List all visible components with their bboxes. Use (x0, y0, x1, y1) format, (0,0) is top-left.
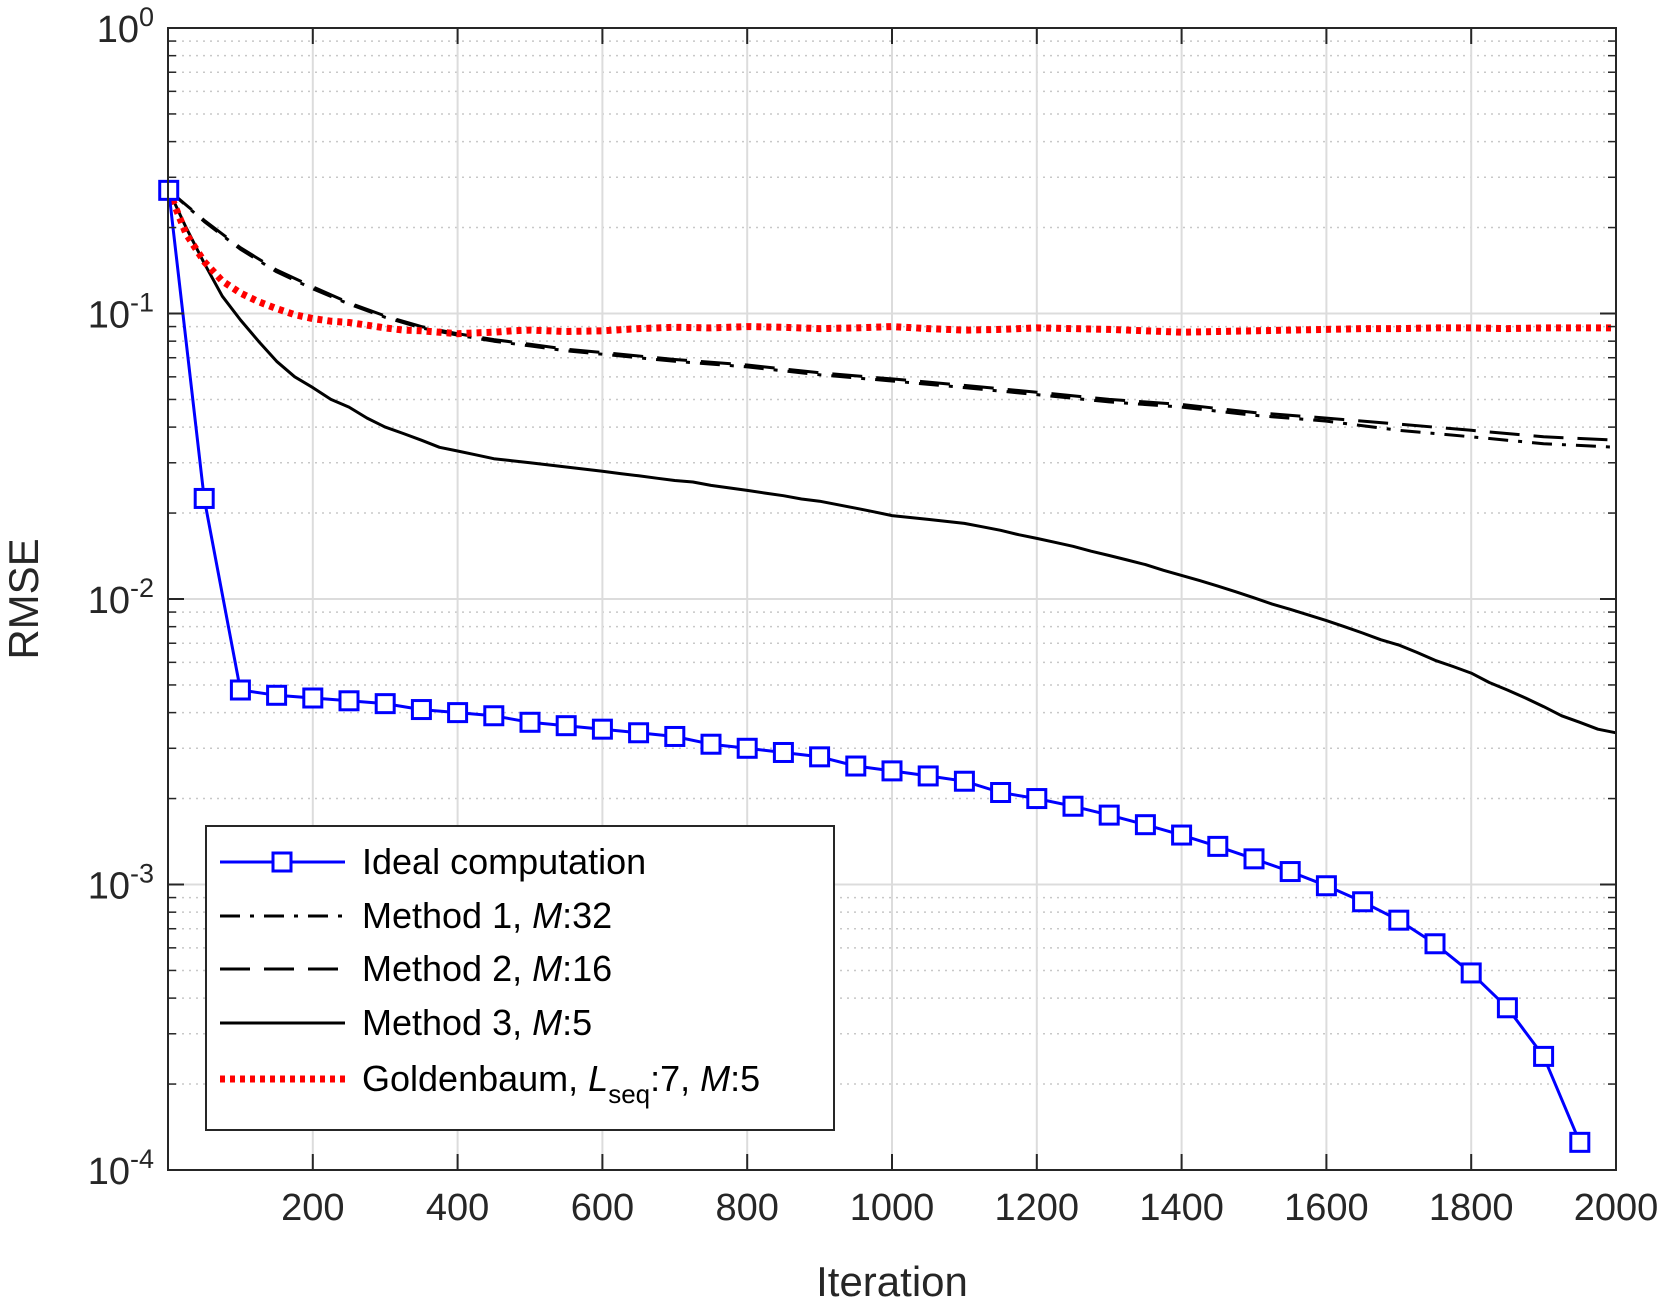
data-point-marker (193, 487, 215, 509)
x-axis-title: Iteration (816, 1258, 968, 1300)
data-point-marker (1207, 835, 1229, 857)
x-tick-label: 600 (571, 1187, 634, 1229)
series-line-0 (167, 190, 1582, 1143)
x-tick-label: 2000 (1574, 1187, 1659, 1229)
y-tick-label: 10-4 (88, 1144, 154, 1193)
x-tick-label: 1600 (1284, 1187, 1369, 1229)
data-point-marker (1569, 1131, 1591, 1153)
y-tick-label: 10-3 (88, 859, 154, 908)
data-point-marker (374, 693, 396, 715)
data-point-marker (809, 746, 831, 768)
data-point-marker (917, 765, 939, 787)
data-point-marker (628, 722, 650, 744)
data-point-marker (1424, 933, 1446, 955)
data-point-marker (845, 755, 867, 777)
series-line-3 (167, 189, 1617, 735)
x-tick-label: 800 (715, 1187, 778, 1229)
y-tick-label: 10-2 (88, 573, 154, 622)
data-point-marker (338, 690, 360, 712)
x-tick-label: 1800 (1429, 1187, 1514, 1229)
series-line-1 (167, 189, 1617, 449)
data-point-marker (1533, 1045, 1555, 1067)
data-point-marker (990, 782, 1012, 804)
x-tick-label: 1400 (1139, 1187, 1224, 1229)
data-point-marker (664, 725, 686, 747)
legend-label: Method 2, M:16 (362, 948, 612, 989)
data-point-marker (1496, 997, 1518, 1019)
data-point-marker (1315, 875, 1337, 897)
data-series (158, 179, 1617, 1153)
data-point-marker (302, 687, 324, 709)
x-tick-label: 1200 (995, 1187, 1080, 1229)
data-point-marker (1460, 962, 1482, 984)
y-tick-label: 100 (97, 2, 154, 51)
y-tick-label: 10-1 (88, 288, 154, 337)
legend-swatch-marker (271, 851, 293, 873)
x-tick-label: 1000 (850, 1187, 935, 1229)
data-point-marker (483, 705, 505, 727)
data-point-marker (953, 770, 975, 792)
data-point-marker (1352, 891, 1374, 913)
legend-label: Ideal computation (362, 841, 646, 882)
data-point-marker (266, 684, 288, 706)
x-tick-label: 200 (281, 1187, 344, 1229)
x-tick-label: 400 (426, 1187, 489, 1229)
data-point-marker (555, 715, 577, 737)
legend-label: Method 1, M:32 (362, 895, 612, 936)
data-point-marker (410, 699, 432, 721)
legend: Ideal computation Method 1, M:32 Method 2,… (205, 825, 835, 1131)
data-point-marker (1171, 824, 1193, 846)
data-point-marker (736, 737, 758, 759)
y-axis-title: RMSE (0, 538, 47, 659)
data-point-marker (1243, 848, 1265, 870)
data-point-marker (1388, 909, 1410, 931)
series-line-2 (167, 189, 1617, 442)
data-point-marker (700, 733, 722, 755)
data-point-marker (1134, 814, 1156, 836)
data-point-marker (1279, 861, 1301, 883)
legend-label: Method 3, M:5 (362, 1002, 592, 1043)
data-point-marker (1026, 788, 1048, 810)
data-point-marker (447, 702, 469, 724)
data-point-marker (229, 679, 251, 701)
series-line-4 (165, 189, 1616, 338)
data-point-marker (772, 741, 794, 763)
data-point-marker (591, 718, 613, 740)
axis-ticks: 100 10-1 10-2 10-3 10-4 200 400 600 800 1000 1200 1… (88, 2, 1659, 1229)
data-point-marker (519, 711, 541, 733)
data-point-marker (881, 760, 903, 782)
legend-label: Goldenbaum, Lseq:7, M:5 (362, 1058, 760, 1109)
data-point-marker (1098, 804, 1120, 826)
data-point-marker (1062, 795, 1084, 817)
